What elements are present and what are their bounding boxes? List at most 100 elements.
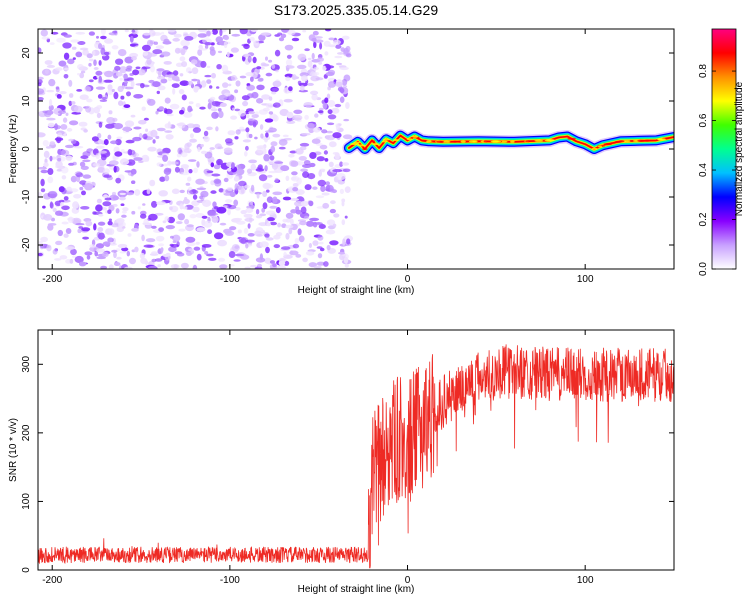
spectrogram-noise-blob — [343, 256, 349, 264]
spectrogram-noise-blob — [77, 73, 81, 76]
spectrogram-x-tick-label: -100 — [220, 274, 240, 285]
spectrogram-noise-blob — [131, 29, 136, 33]
spectrogram-noise-blob — [127, 233, 132, 237]
spectrogram-noise-blob — [54, 137, 64, 141]
spectrogram-noise-blob — [40, 29, 48, 37]
spectrogram-noise-blob — [38, 192, 43, 198]
spectrogram-noise-blob — [85, 220, 93, 227]
spectrogram-noise-blob — [210, 162, 215, 168]
spectrogram-noise-blob — [164, 123, 172, 129]
spectrogram-noise-blob — [158, 243, 165, 247]
spectrogram-noise-blob — [92, 162, 100, 167]
spectrogram-noise-blob — [216, 158, 223, 166]
spectrogram-noise-blob — [78, 121, 88, 127]
spectrogram-noise-blob — [250, 264, 258, 268]
spectrogram-track-highlight — [644, 139, 650, 142]
spectrogram-noise-blob — [116, 136, 123, 140]
spectrogram-noise-blob — [345, 102, 350, 109]
spectrogram-noise-blob — [55, 86, 60, 90]
spectrogram-noise-blob — [318, 170, 323, 177]
spectrogram-noise-blob — [169, 103, 180, 110]
spectrogram-noise-blob — [193, 246, 201, 251]
spectrogram-noise-blob — [291, 175, 300, 182]
spectrogram-noise-blob — [108, 110, 113, 115]
spectrogram-noise-blob — [191, 67, 199, 75]
spectrogram-noise-blob — [167, 160, 172, 166]
spectrogram-noise-blob — [82, 159, 91, 163]
spectrogram-noise-blob — [221, 64, 229, 72]
spectrogram-noise-blob — [124, 86, 134, 90]
snr-x-label: Height of straight line (km) — [298, 584, 415, 595]
spectrogram-noise-blob — [265, 103, 274, 109]
spectrogram-noise-blob — [96, 248, 105, 253]
spectrogram-noise-blob — [312, 30, 319, 36]
spectrogram-noise-blob — [242, 139, 251, 143]
spectrogram-noise-blob — [278, 260, 286, 266]
spectrogram-noise-blob — [219, 222, 227, 226]
spectrogram-noise-blob — [101, 251, 109, 258]
colorbar-tick-label: 0.6 — [698, 113, 709, 127]
spectrogram-noise-blob — [93, 223, 97, 231]
spectrogram-noise-blob — [300, 200, 309, 207]
spectrogram-noise-blob — [147, 146, 157, 152]
spectrogram-noise-blob — [163, 107, 168, 114]
spectrogram-noise-blob — [328, 37, 335, 41]
spectrogram-noise-blob — [218, 188, 224, 193]
spectrogram-noise-blob — [307, 173, 316, 180]
spectrogram-noise-blob — [130, 168, 137, 175]
spectrogram-noise-blob — [162, 254, 170, 257]
spectrogram-track-highlight — [353, 141, 360, 144]
spectrogram-noise-blob — [295, 206, 300, 211]
spectrogram-noise-blob — [232, 172, 240, 176]
spectrogram-noise-blob — [158, 106, 164, 111]
spectrogram-noise-blob — [283, 98, 293, 103]
spectrogram-noise-blob — [256, 98, 264, 104]
spectrogram-noise-blob — [265, 56, 268, 61]
spectrogram-noise-blob — [332, 169, 343, 173]
spectrogram-noise-blob — [75, 51, 83, 58]
spectrogram-noise-blob — [337, 52, 344, 55]
spectrogram-noise-blob — [291, 171, 298, 176]
spectrogram-noise-blob — [268, 59, 273, 63]
spectrogram-noise-blob — [265, 246, 270, 254]
spectrogram-noise-blob — [264, 165, 268, 172]
spectrogram-noise-blob — [226, 51, 230, 58]
spectrogram-y-label: Frequency (Hz) — [8, 115, 19, 184]
spectrogram-noise-blob — [38, 79, 43, 84]
spectrogram-noise-blob — [84, 183, 93, 191]
colorbar-ticks: 0.0 0.2 0.4 0.6 0.8 — [698, 28, 737, 276]
spectrogram-noise-blob — [234, 108, 241, 112]
spectrogram-noise-blob — [133, 126, 142, 130]
spectrogram-noise-blob — [325, 71, 335, 77]
spectrogram-noise-blob — [288, 86, 293, 92]
spectrogram-noise-blob — [235, 207, 241, 211]
spectrogram-noise-blob — [62, 117, 68, 123]
spectrogram-noise-blob — [154, 212, 164, 216]
spectrogram-noise-blob — [307, 60, 313, 68]
spectrogram-noise-blob — [177, 122, 186, 129]
spectrogram-noise-blob — [325, 181, 331, 186]
spectrogram-noise-blob — [204, 42, 212, 46]
spectrogram-noise-blob — [197, 146, 201, 152]
spectrogram-noise-blob — [96, 198, 102, 204]
spectrogram-noise-blob — [144, 260, 149, 265]
spectrogram-noise-blob — [38, 252, 43, 257]
spectrogram-noise-blob — [327, 44, 337, 48]
spectrogram-track-highlight — [483, 140, 488, 143]
spectrogram-noise-blob — [272, 102, 281, 108]
spectrogram-noise-blob — [161, 51, 171, 57]
spectrogram-noise-blob — [298, 156, 307, 161]
spectrogram-noise-blob — [265, 132, 269, 138]
spectrogram-noise-blob — [240, 187, 245, 194]
spectrogram-noise-blob — [143, 244, 154, 248]
spectrogram-noise-blob — [198, 29, 208, 33]
spectrogram-noise-blob — [184, 218, 190, 225]
spectrogram-noise-blob — [211, 72, 216, 79]
spectrogram-noise-blob — [52, 249, 58, 255]
spectrogram-noise-blob — [100, 47, 106, 55]
spectrogram-noise-blob — [317, 110, 324, 114]
spectrogram-noise-blob — [226, 187, 234, 191]
spectrogram-noise-blob — [134, 189, 141, 196]
spectrogram-noise-blob — [268, 127, 277, 133]
